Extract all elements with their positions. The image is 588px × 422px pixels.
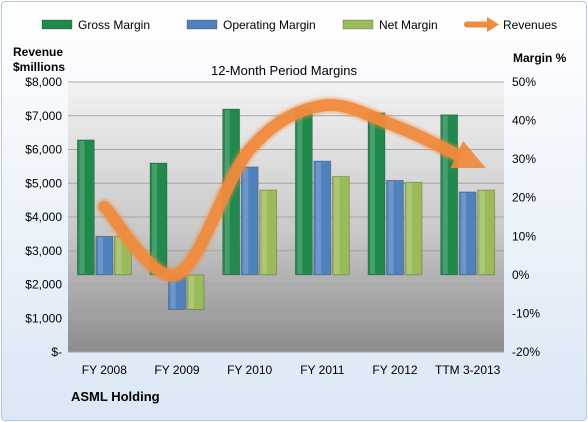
bar-net-margin [404, 181, 423, 276]
left-tick-label: $3,000 [25, 244, 62, 258]
company-name: ASML Holding [71, 389, 160, 404]
legend-label: Revenues [503, 18, 557, 32]
bar-highlight [97, 237, 103, 274]
bar-highlight [243, 167, 249, 274]
right-tick-label: 50% [512, 75, 536, 89]
revenue-line [96, 97, 486, 284]
category-label: FY 2011 [300, 363, 345, 377]
right-axis-label: Margin % [513, 51, 567, 65]
right-tick-label: -20% [512, 345, 540, 359]
revenue-arrowhead [450, 140, 486, 169]
bar-net-margin [477, 189, 496, 276]
left-axis-label-line1: Revenue [13, 45, 63, 59]
left-tick-label: $2,000 [25, 278, 62, 292]
bar-operating-margin [313, 160, 332, 276]
left-tick-label: $4,000 [25, 210, 62, 224]
bar-series [76, 108, 496, 310]
left-tick-label: $5,000 [25, 176, 62, 190]
category-label: TTM 3-2013 [435, 363, 501, 377]
bar-highlight [334, 177, 340, 274]
bar-operating-margin [95, 235, 114, 276]
right-tick-label: -10% [512, 306, 540, 320]
legend-label: Net Margin [379, 18, 438, 32]
bar-highlight [442, 115, 448, 274]
bar-highlight [152, 164, 158, 274]
bar-highlight [79, 140, 85, 274]
category-label: FY 2012 [372, 363, 417, 377]
bar-net-margin [259, 189, 278, 276]
bar-operating-margin [386, 179, 404, 276]
bar-highlight [461, 192, 467, 274]
legend-swatch-operating-margin [186, 19, 218, 30]
left-tick-label: $7,000 [25, 109, 62, 123]
axis-ticks: $- $1,000 $2,000 $3,000 $4,000 $5,000 $6,000 $7… [25, 75, 540, 377]
category-label: FY 2008 [82, 363, 127, 377]
left-tick-label: $6,000 [25, 143, 62, 157]
left-axis-label-line2: $millions [13, 60, 65, 74]
bar-highlight [407, 183, 413, 274]
bar-gross-margin [76, 139, 95, 276]
legend-arrow-icon [487, 17, 499, 32]
right-tick-label: 10% [512, 229, 536, 243]
legend-swatch-gross-margin [41, 19, 73, 30]
bar-highlight [479, 191, 485, 274]
bar-highlight [116, 237, 122, 274]
revenue-line-path [98, 99, 463, 282]
left-tick-label: $- [51, 345, 62, 359]
bar-highlight [189, 275, 195, 309]
right-tick-label: 40% [512, 114, 536, 128]
right-tick-label: 0% [512, 268, 530, 282]
legend: Gross Margin Operating Margin Net Margin Re… [41, 17, 557, 32]
bar-operating-margin [240, 166, 259, 276]
bar-highlight [297, 110, 303, 274]
bar-highlight [170, 275, 176, 309]
left-tick-label: $8,000 [25, 75, 62, 89]
bar-net-margin [186, 274, 205, 310]
bar-highlight [315, 162, 321, 274]
bar-highlight [370, 113, 376, 274]
bar-net-margin [331, 176, 350, 276]
bar-highlight [261, 191, 267, 274]
bar-operating-margin [458, 191, 477, 276]
legend-label: Operating Margin [223, 18, 316, 32]
right-tick-label: 30% [512, 152, 536, 166]
bar-highlight [388, 181, 394, 274]
category-label: FY 2009 [154, 363, 199, 377]
right-tick-label: 20% [512, 191, 536, 205]
left-tick-label: $1,000 [25, 311, 62, 325]
category-label: FY 2010 [227, 363, 272, 377]
legend-swatch-net-margin [342, 19, 374, 30]
legend-label: Gross Margin [78, 18, 150, 32]
chart-title: 12-Month Period Margins [211, 63, 357, 78]
